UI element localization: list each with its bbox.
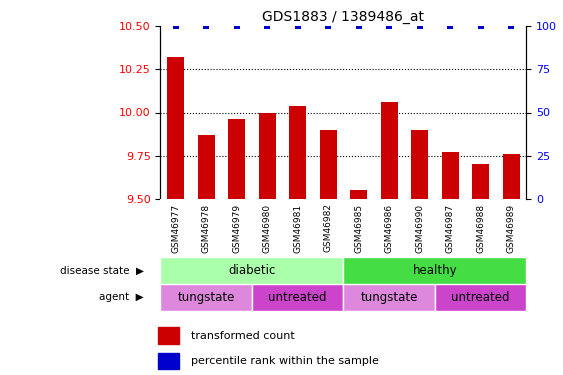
Bar <box>252 284 343 311</box>
Text: GSM46979: GSM46979 <box>232 203 241 252</box>
Bar <box>412 130 428 199</box>
Text: GSM46977: GSM46977 <box>171 203 180 252</box>
Bar <box>472 164 489 199</box>
Text: untreated: untreated <box>269 291 327 304</box>
Bar <box>350 190 367 199</box>
Bar <box>343 257 526 284</box>
Bar <box>198 135 215 199</box>
Text: agent  ▶: agent ▶ <box>99 292 144 302</box>
Bar <box>343 284 435 311</box>
Text: GSM46986: GSM46986 <box>385 203 394 252</box>
Bar <box>381 102 397 199</box>
Point <box>385 23 394 29</box>
Bar <box>167 57 184 199</box>
Point <box>324 23 333 29</box>
Text: GSM46978: GSM46978 <box>202 203 211 252</box>
Text: percentile rank within the sample: percentile rank within the sample <box>191 356 379 366</box>
Point <box>171 23 180 29</box>
Text: tungstate: tungstate <box>177 291 235 304</box>
Bar <box>158 327 178 344</box>
Point <box>507 23 516 29</box>
Text: untreated: untreated <box>452 291 510 304</box>
Text: GSM46981: GSM46981 <box>293 203 302 252</box>
Text: GSM46988: GSM46988 <box>476 203 485 252</box>
Text: GSM46987: GSM46987 <box>446 203 455 252</box>
Text: disease state  ▶: disease state ▶ <box>60 266 144 275</box>
Bar <box>229 119 245 199</box>
Text: GSM46990: GSM46990 <box>415 203 424 252</box>
Text: GSM46982: GSM46982 <box>324 203 333 252</box>
Text: GSM46989: GSM46989 <box>507 203 516 252</box>
Text: healthy: healthy <box>413 264 457 277</box>
Bar <box>503 154 520 199</box>
Bar <box>160 284 252 311</box>
Point <box>415 23 424 29</box>
Title: GDS1883 / 1389486_at: GDS1883 / 1389486_at <box>262 10 425 24</box>
Bar <box>289 106 306 199</box>
Text: transformed count: transformed count <box>191 331 295 341</box>
Text: GSM46980: GSM46980 <box>263 203 272 252</box>
Bar <box>435 284 526 311</box>
Bar <box>158 352 178 369</box>
Point <box>263 23 272 29</box>
Bar <box>442 152 458 199</box>
Point <box>476 23 485 29</box>
Point <box>446 23 455 29</box>
Bar <box>160 257 343 284</box>
Point <box>354 23 363 29</box>
Text: tungstate: tungstate <box>360 291 418 304</box>
Text: diabetic: diabetic <box>228 264 276 277</box>
Point <box>293 23 302 29</box>
Text: GSM46985: GSM46985 <box>354 203 363 252</box>
Bar <box>259 112 275 199</box>
Bar <box>320 130 337 199</box>
Point <box>202 23 211 29</box>
Point <box>232 23 241 29</box>
